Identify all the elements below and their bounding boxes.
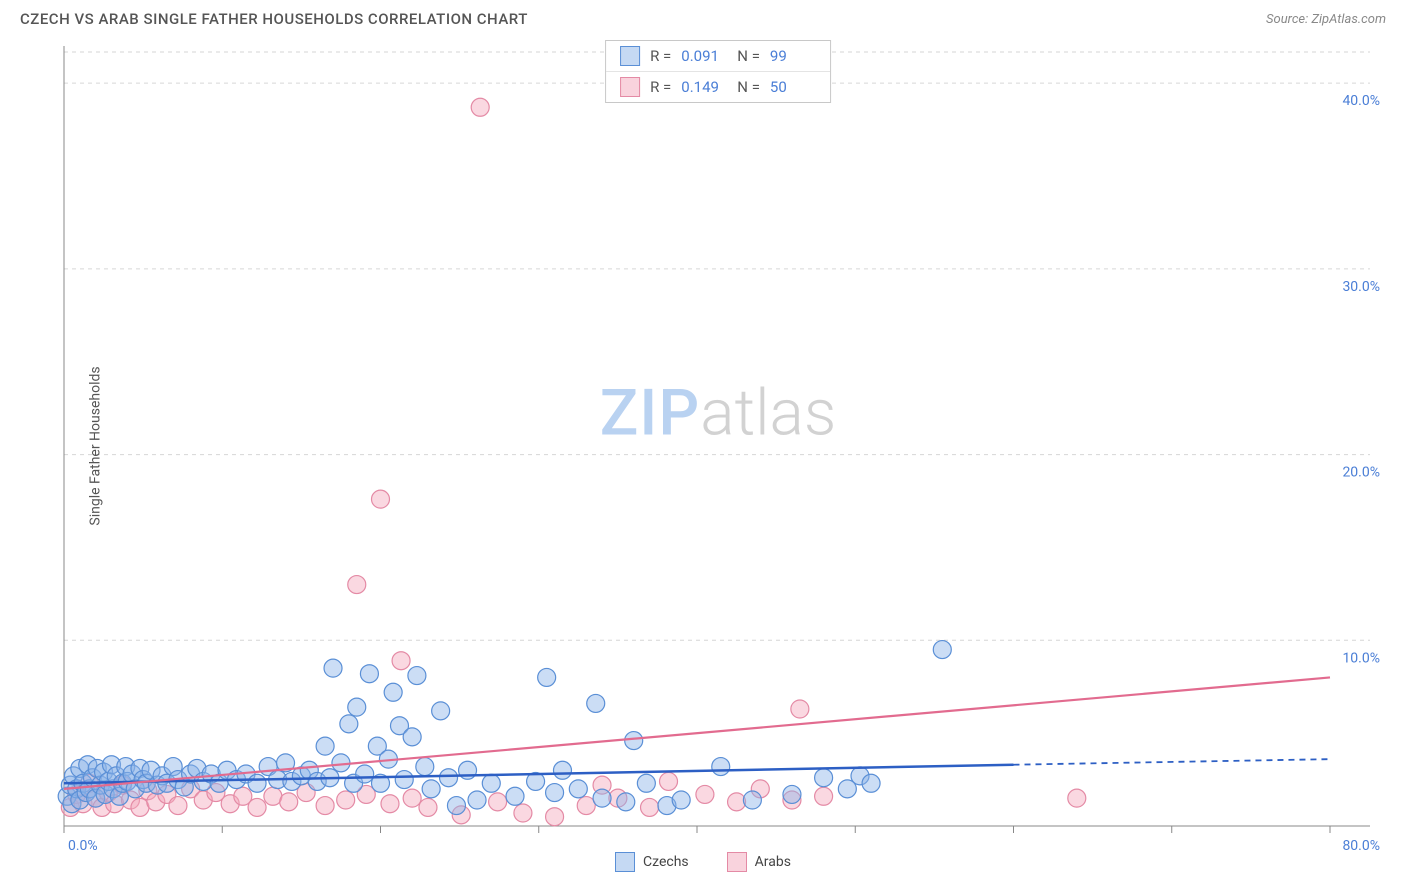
legend-label-arabs: Arabs [755,854,791,870]
correlation-legend: R = 0.091 N = 99 R = 0.149 N = 50 [605,40,831,103]
svg-text:20.0%: 20.0% [1342,465,1380,481]
source-attribution: Source: ZipAtlas.com [1266,12,1386,27]
chart-area: Single Father Households ZIPatlas 10.0%2… [50,36,1386,856]
svg-text:0.0%: 0.0% [68,838,98,854]
legend-row-czechs: R = 0.091 N = 99 [606,41,830,71]
n-value-arabs: 50 [770,78,816,96]
swatch-czechs [620,46,640,66]
source-name: ZipAtlas.com [1311,12,1386,27]
n-label: N = [737,47,760,65]
chart-title: CZECH VS ARAB SINGLE FATHER HOUSEHOLDS C… [20,10,528,28]
r-value-arabs: 0.149 [681,78,727,96]
source-prefix: Source: [1266,12,1311,27]
scatter-chart: 10.0% 20.0% 30.0% 40.0% 0.0% 80.0% [50,36,1386,856]
svg-text:40.0%: 40.0% [1342,93,1380,109]
legend-label-czechs: Czechs [643,854,689,870]
svg-text:30.0%: 30.0% [1342,279,1380,295]
n-value-czechs: 99 [770,47,816,65]
r-value-czechs: 0.091 [681,47,727,65]
r-label: R = [650,47,671,65]
svg-text:80.0%: 80.0% [1342,838,1380,854]
y-axis-label: Single Father Households [88,366,104,525]
legend-row-arabs: R = 0.149 N = 50 [606,71,830,102]
n-label: N = [737,78,760,96]
swatch-arabs [620,77,640,97]
svg-text:10.0%: 10.0% [1342,650,1380,666]
r-label: R = [650,78,671,96]
